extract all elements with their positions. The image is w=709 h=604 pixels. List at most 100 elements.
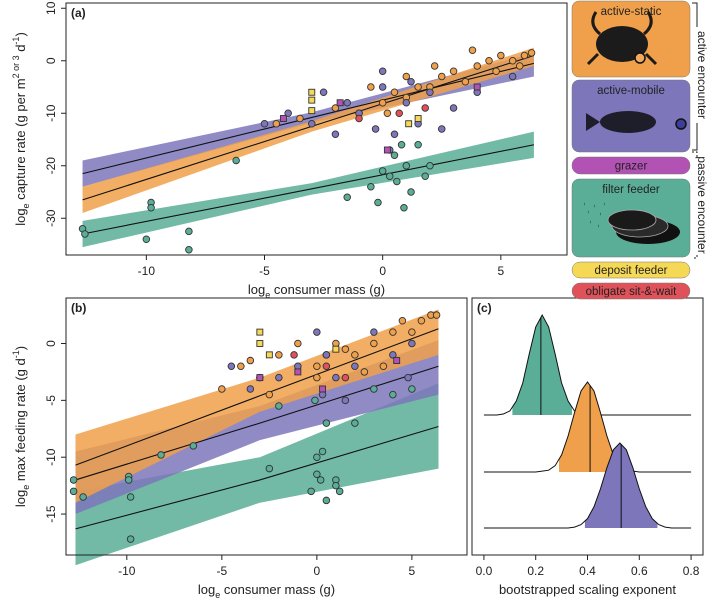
point	[404, 373, 412, 382]
point	[237, 362, 245, 370]
point	[336, 99, 344, 107]
point	[383, 146, 391, 154]
point	[256, 374, 264, 382]
point	[371, 125, 380, 133]
bracket-label: active encounter	[695, 31, 709, 119]
point	[246, 356, 255, 365]
x-tick-label: 0.0	[476, 564, 493, 578]
legend-label: filter feeder	[602, 184, 660, 196]
prey-icon	[634, 52, 646, 64]
point	[390, 151, 399, 159]
y-axis-label: loge capture rate (g per m2 or 3 d-1)	[11, 32, 31, 226]
point	[322, 496, 331, 505]
point	[367, 182, 375, 191]
legend-label: deposit feeder	[595, 265, 668, 277]
point	[265, 390, 274, 399]
point	[473, 83, 481, 91]
point	[414, 140, 422, 149]
point	[275, 351, 283, 359]
point	[508, 72, 517, 81]
point	[318, 447, 327, 456]
label-part: -1	[11, 37, 21, 45]
point	[360, 368, 369, 376]
point	[308, 119, 316, 128]
point	[395, 109, 403, 117]
point	[322, 419, 331, 427]
point	[408, 328, 416, 336]
credible-interval	[512, 315, 572, 415]
point	[408, 385, 416, 393]
fish-tail	[586, 113, 600, 131]
point	[124, 476, 133, 484]
x-tick-label: 0.8	[683, 564, 700, 578]
point	[308, 96, 316, 104]
point	[331, 130, 340, 138]
point	[142, 235, 151, 243]
fit-line	[75, 328, 439, 466]
plot-frame	[65, 2, 568, 256]
bracket-bg	[693, 27, 709, 123]
point	[126, 535, 135, 543]
point	[265, 351, 273, 359]
label-part: e	[21, 485, 31, 490]
point	[402, 72, 411, 81]
label-part: e	[215, 590, 220, 600]
point	[332, 373, 340, 382]
point	[294, 368, 302, 376]
point	[227, 362, 236, 370]
point	[400, 203, 408, 212]
point	[272, 119, 281, 128]
prey-icon	[675, 118, 687, 130]
x-tick-label: -5	[259, 264, 270, 278]
particles	[584, 202, 605, 228]
legend-icons	[584, 11, 687, 244]
point	[256, 340, 264, 347]
crab-legs	[586, 11, 658, 66]
legend-pill	[571, 156, 691, 175]
point	[308, 107, 316, 115]
confidence-band	[75, 309, 439, 503]
point	[147, 203, 155, 212]
point	[438, 72, 446, 81]
point	[383, 109, 392, 117]
plot-frame	[65, 297, 468, 556]
point	[351, 351, 359, 359]
point	[379, 362, 388, 370]
y-tick-label: -10	[44, 448, 58, 466]
point	[185, 245, 193, 254]
point	[374, 198, 382, 207]
label-part: consumer mass (g)	[220, 582, 335, 597]
density-curve	[483, 442, 692, 529]
y-tick-label: -20	[44, 157, 58, 175]
label-part: )	[13, 346, 28, 350]
y-tick-label: -15	[44, 505, 58, 523]
point	[378, 67, 387, 75]
label-part: consumer mass (g)	[270, 282, 385, 297]
point	[386, 172, 394, 180]
point	[290, 351, 298, 359]
point	[322, 362, 331, 370]
point	[189, 442, 198, 450]
panel-title: (c)	[477, 301, 492, 315]
legend-label: active-mobile	[597, 85, 665, 97]
point	[279, 115, 287, 122]
point	[473, 62, 481, 70]
point	[275, 373, 283, 382]
panel-title: (a)	[71, 6, 86, 20]
y-tick-label: -30	[44, 209, 58, 227]
point	[370, 339, 378, 348]
point	[265, 464, 274, 473]
point	[343, 193, 351, 201]
point	[398, 316, 407, 325]
x-tick-label: 5	[409, 564, 416, 578]
point	[468, 46, 477, 55]
point	[335, 487, 344, 496]
point	[402, 98, 411, 107]
point	[426, 88, 434, 96]
point	[355, 114, 363, 123]
point	[389, 328, 397, 336]
point	[520, 51, 529, 60]
point	[393, 177, 401, 186]
fish-icon	[600, 111, 656, 133]
